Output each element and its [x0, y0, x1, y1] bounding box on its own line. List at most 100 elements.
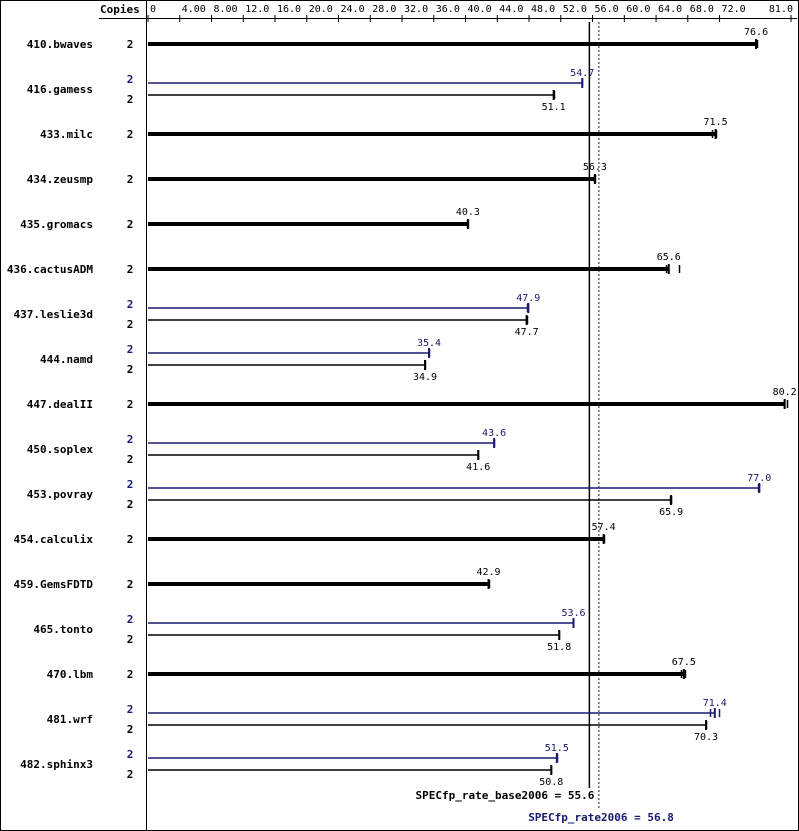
base-copies-value: 2 [127, 318, 134, 331]
benchmark-row: 470.lbm 2 67.5 [47, 655, 696, 691]
benchmark-row: 416.gamess 2 2 54.7 51.1 [27, 68, 595, 113]
benchmark-name: 482.sphinx3 [20, 758, 93, 771]
benchmark-row: 453.povray 2 2 77.0 65.9 [27, 473, 772, 518]
benchmark-name: 465.tonto [33, 623, 93, 636]
copies-value: 2 [127, 578, 134, 591]
single-value-label: 65.6 [657, 252, 681, 263]
benchmark-name: 470.lbm [47, 668, 94, 681]
base-value-label: 51.8 [547, 642, 571, 653]
peak-value-label: 71.4 [703, 698, 727, 709]
tick-label: 32.0 [404, 4, 428, 15]
tick-label: 56.0 [595, 4, 619, 15]
copies-header: Copies [100, 3, 140, 16]
peak-value-label: 77.0 [747, 473, 771, 484]
benchmark-row: 454.calculix 2 57.4 [14, 520, 616, 556]
peak-copies-value: 2 [127, 343, 134, 356]
benchmark-name: 444.namd [40, 353, 93, 366]
peak-copies-value: 2 [127, 433, 134, 446]
tick-label: 52.0 [563, 4, 587, 15]
tick-label: 68.0 [690, 4, 714, 15]
single-value-label: 71.5 [704, 117, 728, 128]
copies-value: 2 [127, 398, 134, 411]
tick-label: 64.0 [658, 4, 682, 15]
benchmark-row: 436.cactusADM 2 65.6 [7, 250, 681, 286]
benchmark-name: 453.povray [27, 488, 94, 501]
tick-label: 36.0 [436, 4, 460, 15]
tick-label: 28.0 [372, 4, 396, 15]
tick-label: 12.0 [245, 4, 269, 15]
base-copies-value: 2 [127, 93, 134, 106]
peak-value-label: 54.7 [570, 68, 594, 79]
base-value-label: 50.8 [539, 777, 563, 788]
benchmark-name: 435.gromacs [20, 218, 93, 231]
copies-value: 2 [127, 173, 134, 186]
base-value-label: 51.1 [542, 102, 566, 113]
tick-label: 16.0 [277, 4, 301, 15]
base-copies-value: 2 [127, 633, 134, 646]
benchmark-name: 454.calculix [14, 533, 94, 546]
peak-summary-label: SPECfp_rate2006 = 56.8 [528, 811, 674, 824]
benchmark-row: 435.gromacs 2 40.3 [20, 205, 480, 241]
peak-value-label: 35.4 [417, 338, 441, 349]
benchmark-name: 459.GemsFDTD [14, 578, 94, 591]
tick-label: 0 [150, 4, 156, 15]
benchmark-row: 481.wrf 2 2 71.4 70.3 [47, 698, 727, 743]
base-summary-label: SPECfp_rate_base2006 = 55.6 [416, 789, 595, 802]
benchmark-name: 450.soplex [27, 443, 94, 456]
benchmark-row: 444.namd 2 2 35.4 34.9 [40, 338, 441, 383]
copies-value: 2 [127, 128, 134, 141]
benchmark-name: 447.dealII [27, 398, 93, 411]
tick-label: 44.0 [499, 4, 523, 15]
benchmark-row: 447.dealII 2 80.2 [27, 385, 797, 421]
peak-value-label: 47.9 [516, 293, 540, 304]
base-copies-value: 2 [127, 498, 134, 511]
single-value-label: 57.4 [592, 522, 616, 533]
base-copies-value: 2 [127, 768, 134, 781]
base-value-label: 34.9 [413, 372, 437, 383]
peak-copies-value: 2 [127, 613, 134, 626]
tick-label: 20.0 [309, 4, 333, 15]
single-value-label: 40.3 [456, 207, 480, 218]
benchmark-name: 481.wrf [47, 713, 93, 726]
single-value-label: 56.3 [583, 162, 607, 173]
copies-value: 2 [127, 218, 134, 231]
peak-copies-value: 2 [127, 478, 134, 491]
benchmark-name: 433.milc [40, 128, 93, 141]
copies-value: 2 [127, 533, 134, 546]
peak-value-label: 51.5 [545, 743, 569, 754]
benchmark-name: 436.cactusADM [7, 263, 93, 276]
peak-copies-value: 2 [127, 73, 134, 86]
single-value-label: 42.9 [477, 567, 501, 578]
benchmark-row: 410.bwaves 2 76.6 [27, 25, 768, 61]
tick-label: 4.00 [182, 4, 206, 15]
peak-value-label: 53.6 [561, 608, 585, 619]
copies-value: 2 [127, 668, 134, 681]
benchmark-row: 459.GemsFDTD 2 42.9 [14, 565, 501, 601]
copies-value: 2 [127, 263, 134, 276]
base-value-label: 70.3 [694, 732, 718, 743]
single-value-label: 76.6 [744, 27, 768, 38]
benchmark-name: 410.bwaves [27, 38, 93, 51]
peak-copies-value: 2 [127, 298, 134, 311]
base-value-label: 47.7 [515, 327, 539, 338]
peak-value-label: 43.6 [482, 428, 506, 439]
base-value-label: 41.6 [466, 462, 490, 473]
benchmark-row: 434.zeusmp 2 56.3 [27, 160, 607, 196]
single-value-label: 80.2 [773, 387, 797, 398]
benchmark-row: 437.leslie3d 2 2 47.9 47.7 [14, 293, 541, 338]
benchmark-row: 465.tonto 2 2 53.6 51.8 [33, 608, 585, 653]
tick-label: 48.0 [531, 4, 555, 15]
tick-label: 72.0 [722, 4, 746, 15]
peak-copies-value: 2 [127, 703, 134, 716]
tick-label: 40.0 [468, 4, 492, 15]
benchmark-name: 434.zeusmp [27, 173, 94, 186]
base-copies-value: 2 [127, 363, 134, 376]
benchmark-row: 433.milc 2 71.5 [40, 115, 728, 151]
benchmark-name: 416.gamess [27, 83, 93, 96]
base-copies-value: 2 [127, 723, 134, 736]
peak-copies-value: 2 [127, 748, 134, 761]
base-value-label: 65.9 [659, 507, 683, 518]
base-copies-value: 2 [127, 453, 134, 466]
benchmark-row: 482.sphinx3 2 2 51.5 50.8 [20, 743, 569, 788]
